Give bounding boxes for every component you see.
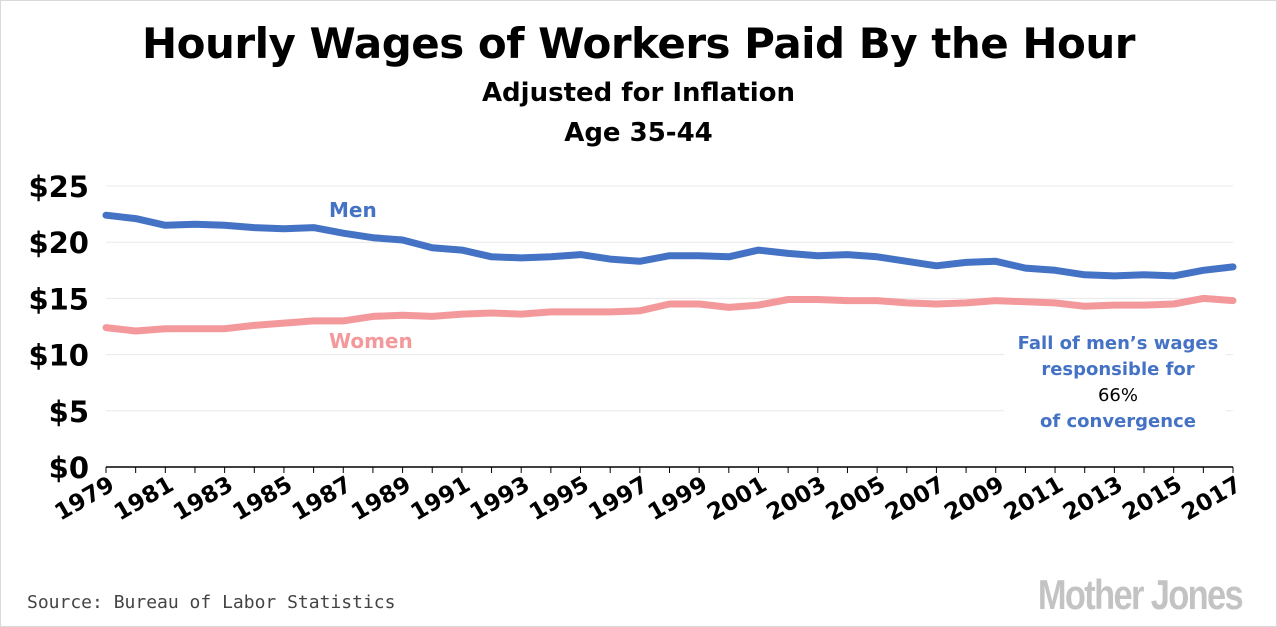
- y-axis: $0 $5 $10 $15 $20 $25: [28, 170, 89, 485]
- x-tick-label: 1991: [406, 472, 474, 527]
- x-tick-label: 1995: [525, 472, 593, 527]
- annotation-line-4: of convergence: [1040, 411, 1196, 432]
- chart-subtitle-age: Age 35-44: [564, 118, 713, 148]
- annotation-line-2: responsible for: [1041, 359, 1194, 380]
- x-tick-label: 1993: [466, 472, 534, 527]
- x-tick-label: 1997: [584, 472, 652, 527]
- annotation-bg: [1004, 327, 1226, 435]
- x-tick-label: 1981: [110, 472, 178, 527]
- x-tick-label: 2015: [1118, 472, 1186, 527]
- x-tick-label: 1987: [288, 472, 356, 527]
- series-line-women: [102, 294, 1237, 335]
- source-note: Source: Bureau of Labor Statistics: [27, 592, 396, 613]
- x-tick-label: 2007: [881, 472, 949, 527]
- x-tick-label: 1989: [347, 472, 415, 527]
- x-tick-label: 1985: [229, 472, 297, 527]
- y-tick-label: $15: [28, 282, 89, 316]
- x-tick-label: 2017: [1178, 472, 1246, 527]
- annotation-value: 66%: [1098, 385, 1138, 406]
- series-label-men: Men: [329, 198, 377, 222]
- annotation: Fall of men’s wages responsible for 66% of …: [1004, 327, 1226, 435]
- x-tick-label: 2003: [762, 472, 830, 527]
- series-labels: Men Women: [329, 198, 413, 353]
- annotation-line-1: Fall of men’s wages: [1018, 333, 1219, 354]
- x-axis: 1979198119831985198719891991199319951997…: [51, 466, 1246, 527]
- x-tick-label: 1999: [644, 472, 712, 527]
- x-tick-label: 2013: [1059, 472, 1127, 527]
- chart-title: Hourly Wages of Workers Paid By the Hour: [142, 19, 1135, 68]
- y-tick-label: $20: [28, 226, 89, 260]
- series-label-women: Women: [329, 329, 413, 353]
- x-tick-label: 1983: [169, 472, 237, 527]
- y-tick-label: $5: [49, 395, 89, 429]
- series-lines: [102, 211, 1237, 335]
- y-tick-label: $10: [28, 339, 89, 373]
- x-tick-label: 2011: [1000, 472, 1068, 527]
- chart-subtitle: Adjusted for Inflation: [481, 78, 796, 108]
- x-tick-label: 2009: [940, 472, 1008, 527]
- series-line-men: [102, 211, 1237, 280]
- y-tick-label: $25: [28, 170, 89, 204]
- mother-jones-logo: Mother Jones: [1037, 571, 1244, 618]
- x-tick-label: 2001: [703, 472, 771, 527]
- x-tick-label: 2005: [822, 472, 890, 527]
- y-tick-label: $0: [49, 451, 89, 485]
